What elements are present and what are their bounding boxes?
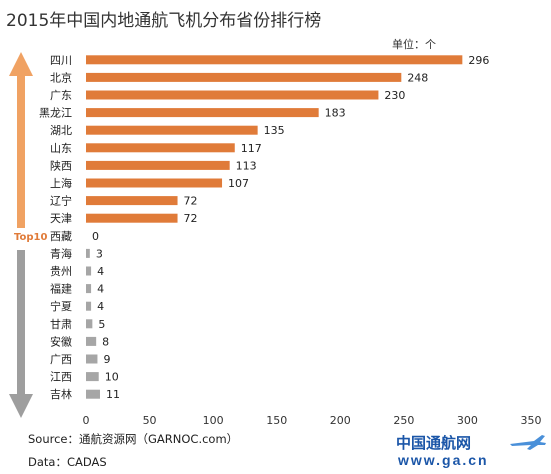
data-label: 135 xyxy=(264,124,285,137)
bottom-arrow xyxy=(9,250,33,418)
category-label: 西藏 xyxy=(50,230,72,243)
data-label: 248 xyxy=(407,71,428,84)
logo-url: www.ga.cn xyxy=(398,452,489,468)
x-tick-label: 150 xyxy=(266,414,287,427)
category-label: 上海 xyxy=(50,176,72,190)
site-logo: 中国通航网 www.ga.cn xyxy=(396,432,548,472)
category-label: 甘肃 xyxy=(50,318,72,331)
source-note: Source：通航资源网（GARNOC.com） xyxy=(28,432,239,446)
category-label: 江西 xyxy=(50,371,72,384)
data-label: 296 xyxy=(468,54,489,67)
x-tick-label: 50 xyxy=(143,414,157,427)
category-label: 吉林 xyxy=(50,387,72,401)
x-tick-label: 300 xyxy=(457,414,478,427)
category-label: 广东 xyxy=(50,89,72,102)
x-tick-label: 350 xyxy=(521,414,542,427)
data-label: 72 xyxy=(184,212,198,225)
data-label: 0 xyxy=(92,230,99,243)
category-label: 福建 xyxy=(50,282,72,296)
bar xyxy=(86,72,402,82)
x-tick-label: 200 xyxy=(330,414,351,427)
top10-label: Top10 xyxy=(14,232,47,243)
bar xyxy=(86,284,92,294)
data-label: 72 xyxy=(184,195,198,208)
bar xyxy=(86,90,379,100)
data-label: 4 xyxy=(97,265,104,278)
bar xyxy=(86,301,92,311)
category-label: 青海 xyxy=(50,246,72,260)
unit-label: 单位：个 xyxy=(392,38,436,51)
bar xyxy=(86,266,92,276)
bar xyxy=(86,319,93,329)
data-label: 4 xyxy=(97,283,104,296)
bar xyxy=(86,55,463,65)
top-arrow xyxy=(9,52,33,228)
category-label: 四川 xyxy=(50,54,72,67)
category-label: 贵州 xyxy=(50,265,72,278)
bar xyxy=(86,336,97,346)
bar xyxy=(86,372,99,382)
category-label: 广西 xyxy=(50,353,72,366)
bar xyxy=(86,178,223,188)
x-tick-label: 0 xyxy=(83,414,90,427)
x-tick-label: 100 xyxy=(203,414,224,427)
bar xyxy=(86,196,178,206)
category-label: 天津 xyxy=(50,212,72,225)
bar xyxy=(86,160,230,170)
data-label: 11 xyxy=(106,388,120,401)
logo-name: 中国通航网 xyxy=(396,434,472,452)
x-tick-label: 250 xyxy=(393,414,414,427)
airplane-icon xyxy=(510,435,546,450)
data-label: 9 xyxy=(103,353,110,366)
bar xyxy=(86,213,178,223)
category-label: 黑龙江 xyxy=(39,107,72,120)
data-label: 107 xyxy=(228,177,249,190)
bar xyxy=(86,389,100,399)
category-label: 北京 xyxy=(50,70,72,84)
x-axis: 0 50 100 150 200 250 300 350 xyxy=(83,414,542,427)
category-label: 安徽 xyxy=(50,334,72,348)
data-label: 183 xyxy=(325,107,346,120)
bar xyxy=(86,108,319,118)
data-note: Data：CADAS xyxy=(28,455,107,469)
chart-title: 2015年中国内地通航飞机分布省份排行榜 xyxy=(6,11,322,31)
bar xyxy=(86,143,235,153)
category-label: 陕西 xyxy=(50,158,72,172)
data-label: 230 xyxy=(384,89,405,102)
bar xyxy=(86,354,98,364)
data-label: 4 xyxy=(97,300,104,313)
data-label: 117 xyxy=(241,142,262,155)
category-label: 宁夏 xyxy=(50,299,72,313)
bar xyxy=(86,248,90,258)
data-label: 3 xyxy=(96,247,103,260)
category-label: 山东 xyxy=(50,142,72,155)
bar xyxy=(86,125,258,135)
data-label: 113 xyxy=(236,159,257,172)
data-label: 5 xyxy=(98,318,105,331)
category-label: 辽宁 xyxy=(50,194,72,208)
data-label: 8 xyxy=(102,335,109,348)
data-label: 10 xyxy=(105,371,119,384)
category-label: 湖北 xyxy=(50,124,72,137)
